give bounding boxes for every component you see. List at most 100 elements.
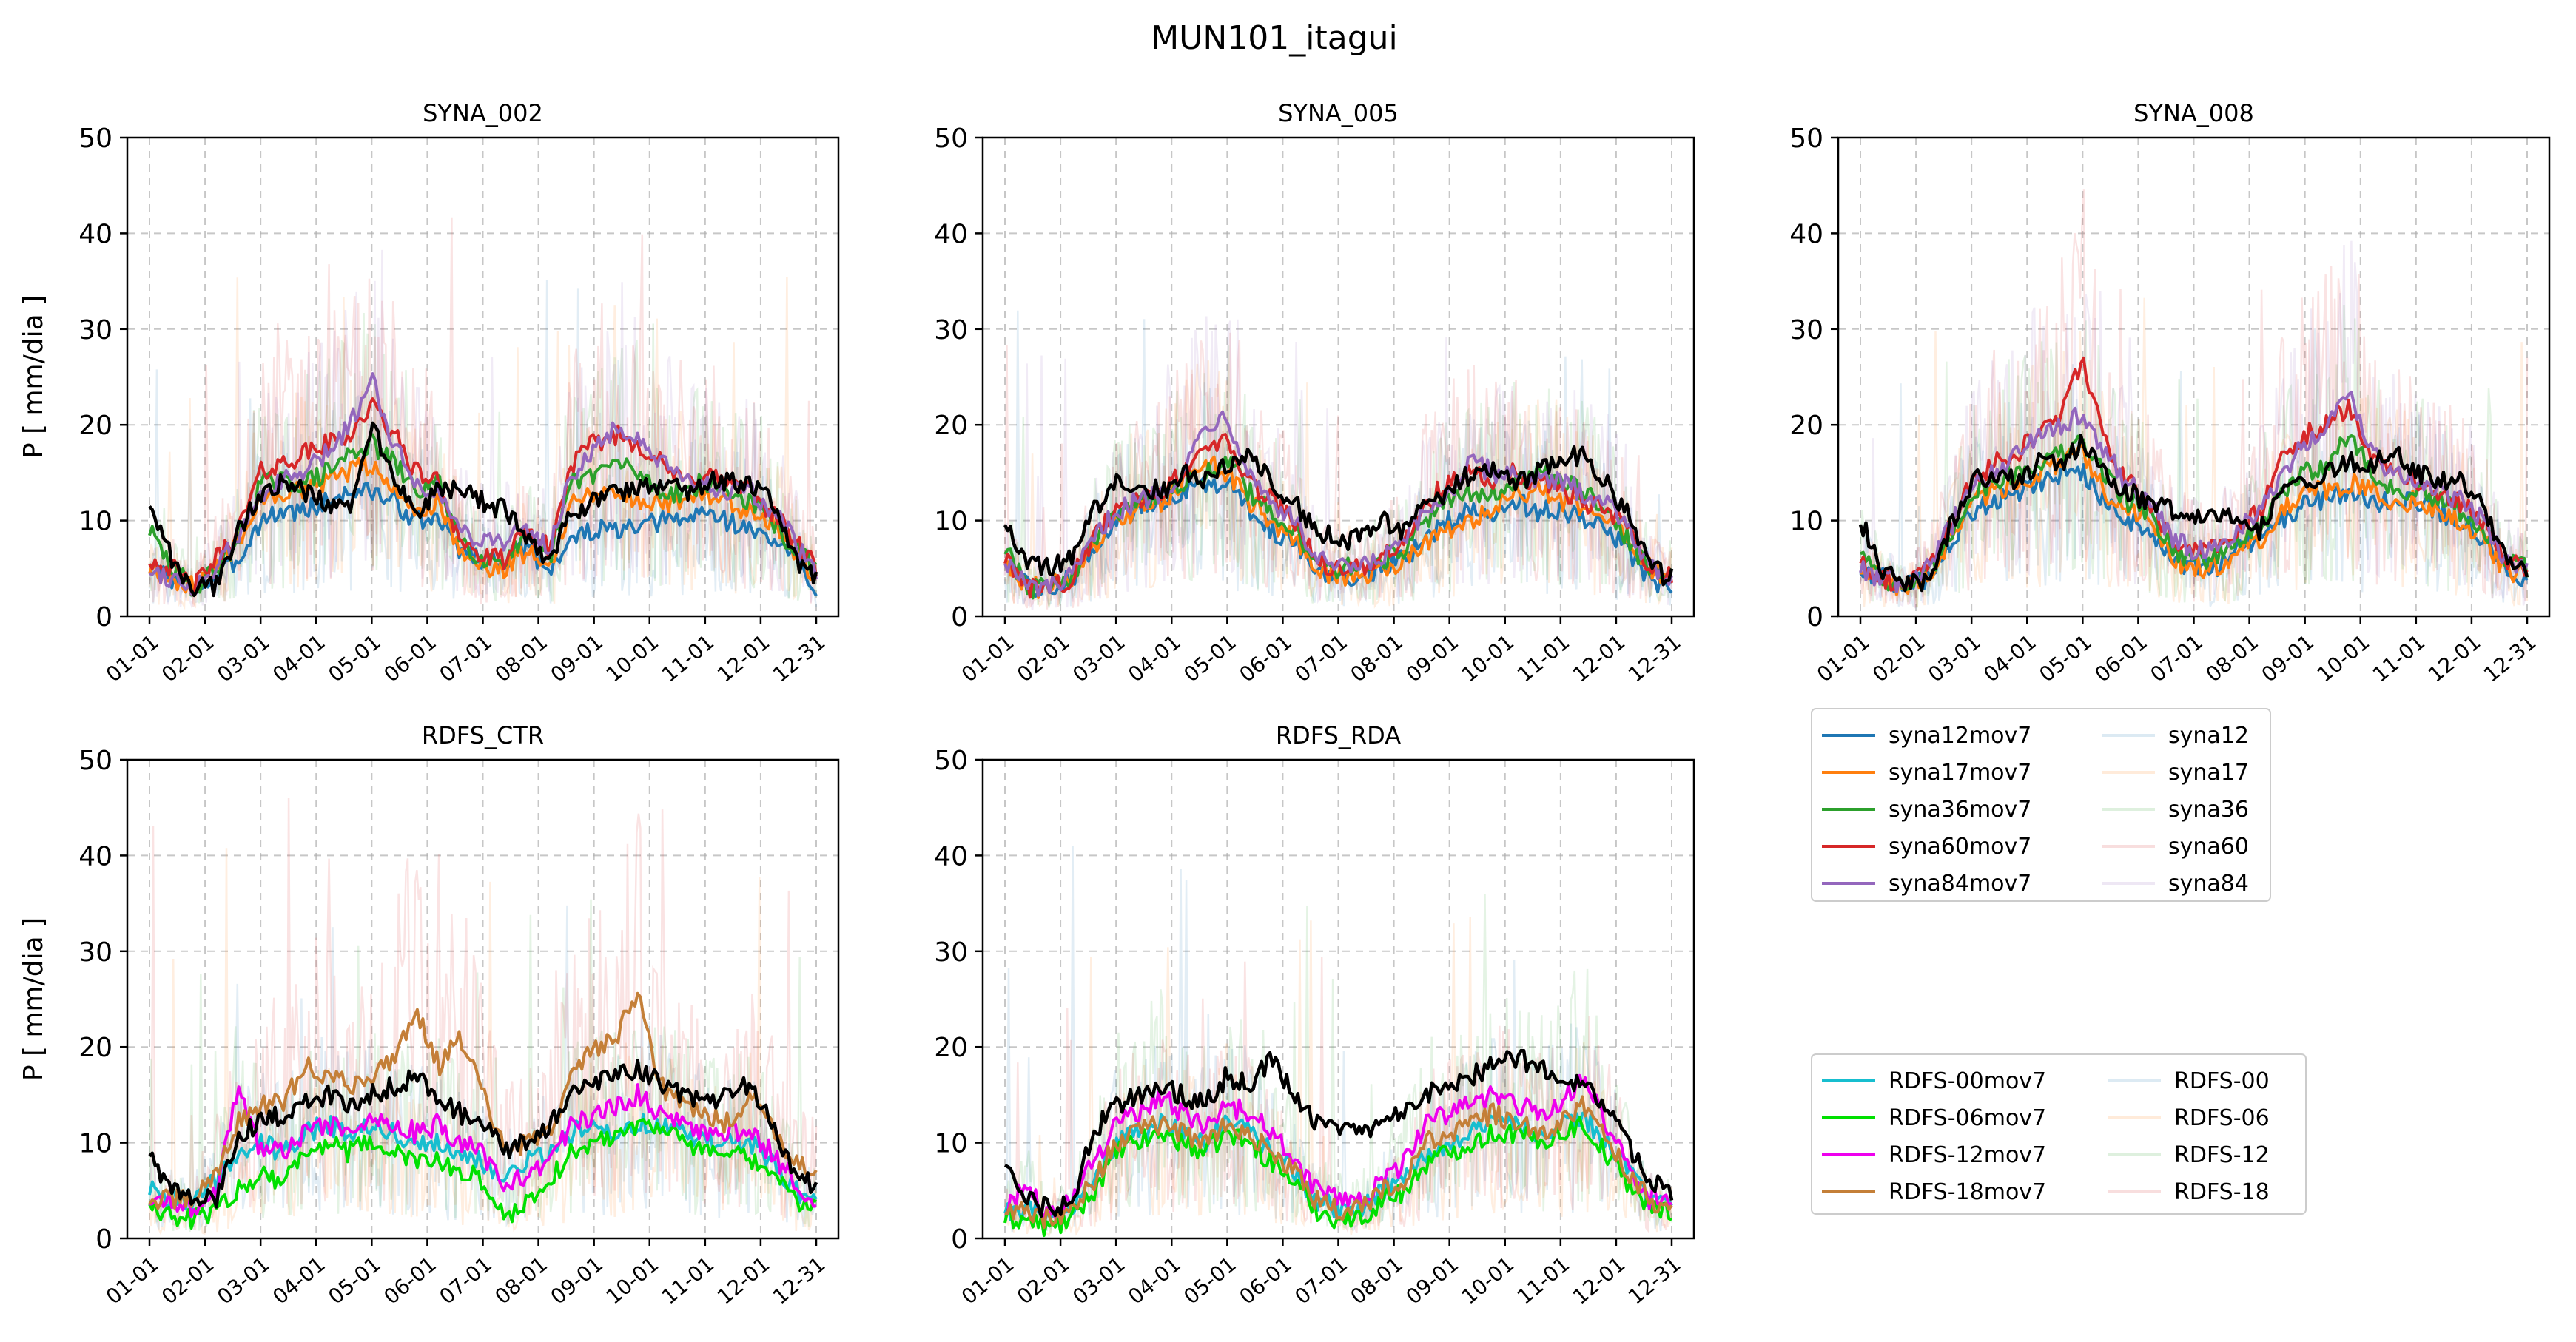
- x-tick-label: 02-01: [157, 1252, 219, 1309]
- x-tick-label: 02-01: [1012, 1252, 1075, 1309]
- y-axis-label: P [ mm/dia ]: [19, 917, 49, 1081]
- x-tick-label: 08-01: [491, 1252, 553, 1309]
- panel-title: RDFS_CTR: [422, 721, 544, 749]
- y-tick-label: 50: [1789, 124, 1823, 154]
- x-tick-label: 01-01: [957, 630, 1019, 687]
- y-tick-label: 30: [934, 937, 968, 968]
- x-tick-label: 07-01: [434, 630, 497, 687]
- x-tick-label: 03-01: [212, 630, 275, 687]
- legend-label: syna84mov7: [1889, 871, 2031, 897]
- panel-RDFS_CTR: RDFS_CTR0102030405001-0102-0103-0104-010…: [19, 721, 840, 1309]
- series-syna12: [1003, 310, 1673, 607]
- y-tick-label: 50: [934, 746, 968, 776]
- y-tick-label: 10: [78, 507, 112, 537]
- x-tick-label: 12-01: [1568, 630, 1630, 687]
- x-tick-label: 06-01: [379, 630, 441, 687]
- y-tick-label: 30: [934, 315, 968, 345]
- series-syna84mov7: [149, 372, 818, 597]
- series-obs: [148, 421, 818, 598]
- legend-label: syna17: [2168, 760, 2249, 786]
- series-RDFS-00: [148, 905, 818, 1230]
- x-tick-label: 03-01: [212, 1252, 275, 1309]
- y-tick-label: 20: [78, 411, 112, 441]
- x-tick-label: 01-01: [101, 1252, 164, 1309]
- legend-2: RDFS-00mov7 RDFS-06mov7 RDFS-12mov7 RDFS-18…: [1811, 1053, 2307, 1215]
- legend-1: syna12mov7 syna17mov7 syna36mov7 syna60mov7…: [1811, 708, 2271, 902]
- x-tick-label: 12-31: [1624, 630, 1686, 687]
- legend-label: syna12: [2168, 723, 2249, 749]
- y-tick-label: 0: [1806, 602, 1823, 633]
- x-tick-label: 09-01: [1402, 1252, 1464, 1309]
- series-RDFS-18: [148, 798, 818, 1231]
- y-tick-label: 50: [934, 124, 968, 154]
- x-tick-label: 05-01: [1179, 1252, 1241, 1309]
- x-tick-label: 12-01: [713, 1252, 775, 1309]
- series-RDFS-06: [1003, 917, 1673, 1238]
- y-tick-label: 40: [78, 841, 112, 871]
- x-tick-label: 09-01: [546, 630, 608, 687]
- y-tick-label: 40: [1789, 219, 1823, 249]
- x-tick-label: 02-01: [1868, 630, 1930, 687]
- series-syna60: [1003, 332, 1673, 610]
- y-tick-label: 20: [78, 1033, 112, 1063]
- panel-SYNA_005: SYNA_0050102030405001-0102-0103-0104-010…: [934, 99, 1695, 687]
- x-tick-label: 11-01: [657, 630, 719, 687]
- x-tick-label: 10-01: [602, 630, 664, 687]
- legend-label: RDFS-12mov7: [1889, 1142, 2046, 1168]
- x-tick-label: 07-01: [1290, 630, 1352, 687]
- x-tick-label: 02-01: [157, 630, 219, 687]
- legend-label: RDFS-00: [2174, 1068, 2270, 1094]
- x-tick-label: 12-01: [2424, 630, 2486, 687]
- panel-title: RDFS_RDA: [1276, 721, 1401, 749]
- x-tick-label: 02-01: [1012, 630, 1075, 687]
- series-RDFS-12mov7: [1004, 1073, 1673, 1221]
- series-obs: [1003, 1048, 1674, 1218]
- legend-label: syna36: [2168, 797, 2249, 823]
- series-obs: [1003, 445, 1674, 587]
- x-tick-label: 04-01: [1123, 630, 1186, 687]
- x-tick-label: 03-01: [1923, 630, 1985, 687]
- y-tick-label: 40: [78, 219, 112, 249]
- legend-frame: [1811, 1053, 2307, 1215]
- legend-label: RDFS-12: [2174, 1142, 2270, 1168]
- legend-frame: [1811, 708, 2271, 902]
- x-tick-label: 09-01: [2257, 630, 2319, 687]
- legend-label: syna36mov7: [1889, 797, 2031, 823]
- x-tick-label: 12-31: [1624, 1252, 1686, 1309]
- y-tick-label: 20: [1789, 411, 1823, 441]
- panel-title: SYNA_008: [2133, 99, 2254, 127]
- legend-label: syna12mov7: [1889, 723, 2031, 749]
- x-tick-label: 06-01: [1234, 630, 1297, 687]
- y-tick-label: 50: [78, 746, 112, 776]
- series-syna84: [1860, 240, 2529, 609]
- legend-label: RDFS-18mov7: [1889, 1179, 2046, 1205]
- y-tick-label: 0: [95, 1224, 112, 1255]
- x-tick-label: 11-01: [657, 1252, 719, 1309]
- panel-SYNA_008: SYNA_0080102030405001-0102-0103-0104-010…: [1789, 99, 2551, 687]
- legend-label: syna60: [2168, 834, 2249, 860]
- series-RDFS-00mov7: [148, 1113, 818, 1212]
- series-RDFS-06: [148, 848, 818, 1235]
- panel-title: SYNA_005: [1278, 99, 1399, 127]
- x-tick-label: 05-01: [323, 630, 386, 687]
- x-tick-label: 12-01: [713, 630, 775, 687]
- x-tick-label: 09-01: [1402, 630, 1464, 687]
- y-tick-label: 10: [78, 1129, 112, 1159]
- y-tick-label: 20: [934, 411, 968, 441]
- x-tick-label: 12-31: [768, 630, 830, 687]
- y-tick-label: 30: [1789, 315, 1823, 345]
- series-obs: [1858, 434, 2529, 593]
- x-tick-label: 08-01: [2202, 630, 2264, 687]
- y-tick-label: 10: [934, 1129, 968, 1159]
- panel-RDFS_RDA: RDFS_RDA0102030405001-0102-0103-0104-010…: [934, 721, 1695, 1309]
- x-tick-label: 08-01: [491, 630, 553, 687]
- y-tick-label: 0: [951, 1224, 968, 1255]
- y-tick-label: 0: [951, 602, 968, 633]
- legend-label: RDFS-06mov7: [1889, 1105, 2046, 1131]
- legend-label: syna84: [2168, 871, 2249, 897]
- x-tick-label: 12-01: [1568, 1252, 1630, 1309]
- x-tick-label: 05-01: [323, 1252, 386, 1309]
- x-tick-label: 01-01: [101, 630, 164, 687]
- x-tick-label: 12-31: [768, 1252, 830, 1309]
